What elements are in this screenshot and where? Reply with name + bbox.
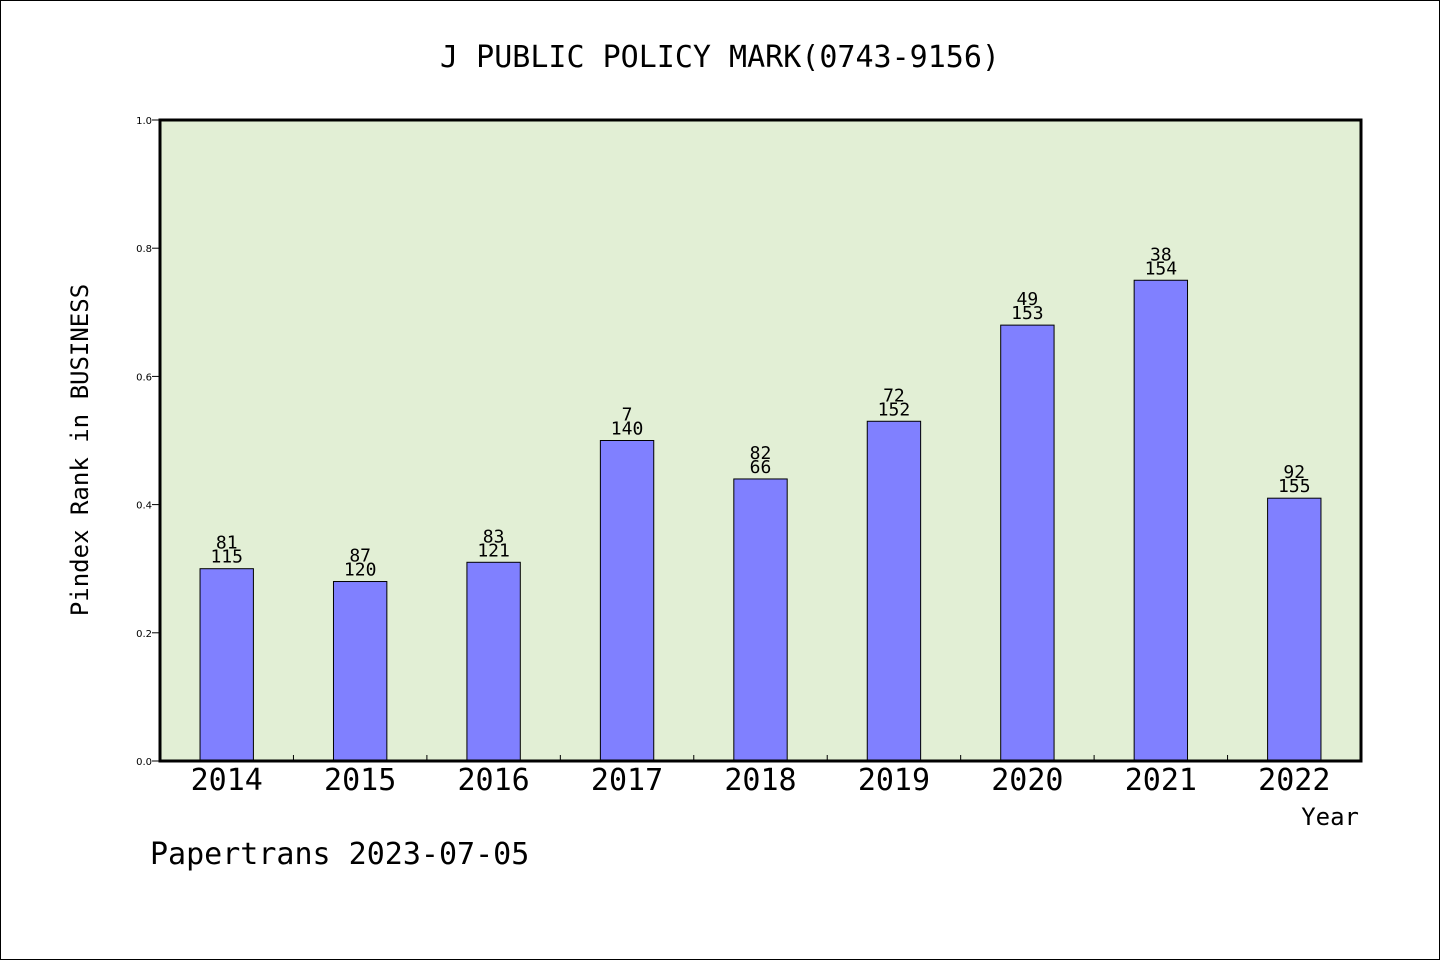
y-tick-label-0.6: 0.6 xyxy=(136,372,152,383)
bar-2022 xyxy=(1267,497,1322,762)
bar-label-top-2019: 72 xyxy=(883,385,905,406)
bar-label-bottom-2017: 140 xyxy=(611,419,644,440)
chart-title: J PUBLIC POLICY MARK(0743-9156) xyxy=(440,40,1000,75)
bar-label-bottom-2022: 155 xyxy=(1278,476,1311,497)
bar-label-top-2020: 49 xyxy=(1017,289,1039,310)
y-tick-label-0.4: 0.4 xyxy=(136,501,152,512)
bar-2015 xyxy=(332,581,388,762)
x-tick-label-2016: 2016 xyxy=(457,763,529,798)
y-tick-label-1.0: 1.0 xyxy=(136,116,152,127)
bar-label-top-2017: 7 xyxy=(622,405,633,426)
bar-2020 xyxy=(1000,324,1055,762)
bar-label-bottom-2016: 121 xyxy=(477,540,510,561)
bar-2019 xyxy=(866,420,922,762)
bar-2014 xyxy=(199,568,254,762)
x-axis-ticks: 2014 2015 2016 2017 2018 2019 2020 2021 2022 xyxy=(191,755,1330,798)
y-axis-ticks: 0.0 0.2 0.4 0.6 0.8 1.0 xyxy=(136,116,160,768)
x-tick-label-2015: 2015 xyxy=(324,763,396,798)
bar-label-bottom-2014: 115 xyxy=(210,547,243,568)
bar-label-top-2015: 87 xyxy=(349,546,371,567)
y-axis-title: Pindex Rank in BUSINESS xyxy=(66,284,94,616)
bar-label-bottom-2019: 152 xyxy=(878,399,911,420)
bar-label-bottom-2018: 66 xyxy=(750,457,772,478)
bar-2016 xyxy=(466,561,521,762)
x-tick-label-2014: 2014 xyxy=(191,763,263,798)
y-tick-label-0.2: 0.2 xyxy=(136,629,152,640)
y-tick-label-0.0: 0.0 xyxy=(136,757,152,768)
watermark-text: Papertrans 2023-07-05 xyxy=(150,837,529,872)
y-tick-label-0.8: 0.8 xyxy=(136,244,152,255)
bar-2021 xyxy=(1133,279,1189,762)
bar-label-bottom-2020: 153 xyxy=(1011,303,1044,324)
bar-label-bottom-2021: 154 xyxy=(1145,258,1178,279)
bar-label-top-2014: 81 xyxy=(216,533,238,554)
bar-label-top-2021: 38 xyxy=(1150,244,1172,265)
bar-label-top-2022: 92 xyxy=(1283,462,1305,483)
bar-label-top-2016: 83 xyxy=(483,526,505,547)
bar-label-top-2018: 82 xyxy=(750,443,772,464)
x-tick-label-2018: 2018 xyxy=(724,763,796,798)
x-tick-label-2020: 2020 xyxy=(991,763,1063,798)
x-tick-label-2017: 2017 xyxy=(591,763,663,798)
x-axis-title: Year xyxy=(1301,803,1359,831)
bar-label-bottom-2015: 120 xyxy=(344,560,377,581)
plot-border xyxy=(158,118,1363,763)
bar-2018 xyxy=(733,478,788,762)
x-tick-label-2019: 2019 xyxy=(858,763,930,798)
x-tick-label-2022: 2022 xyxy=(1258,763,1330,798)
bar-2017 xyxy=(599,440,655,762)
x-tick-label-2021: 2021 xyxy=(1125,763,1197,798)
